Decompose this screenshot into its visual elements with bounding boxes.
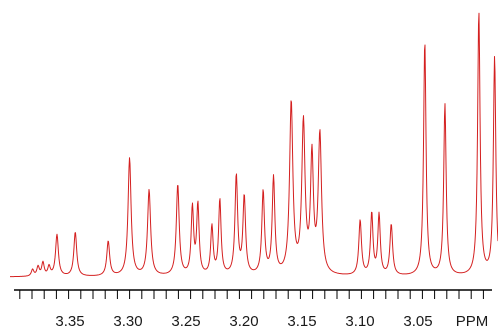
x-axis-unit-label: PPM <box>456 313 489 328</box>
x-axis-tick-labels: 3.35 3.30 3.25 3.20 3.15 3.10 3.05 PPM <box>55 313 488 328</box>
x-tick-label: 3.05 <box>403 313 432 328</box>
x-tick-label: 3.35 <box>55 313 84 328</box>
x-tick-label: 3.25 <box>171 313 200 328</box>
spectrum-line <box>9 12 498 278</box>
x-tick-label: 3.30 <box>113 313 142 328</box>
x-tick-label: 3.20 <box>229 313 258 328</box>
plot-area <box>9 12 498 278</box>
x-tick-label: 3.15 <box>287 313 316 328</box>
x-axis: 3.35 3.30 3.25 3.20 3.15 3.10 3.05 PPM <box>14 289 492 328</box>
x-tick-label: 3.10 <box>345 313 374 328</box>
x-axis-ticks <box>19 290 484 299</box>
